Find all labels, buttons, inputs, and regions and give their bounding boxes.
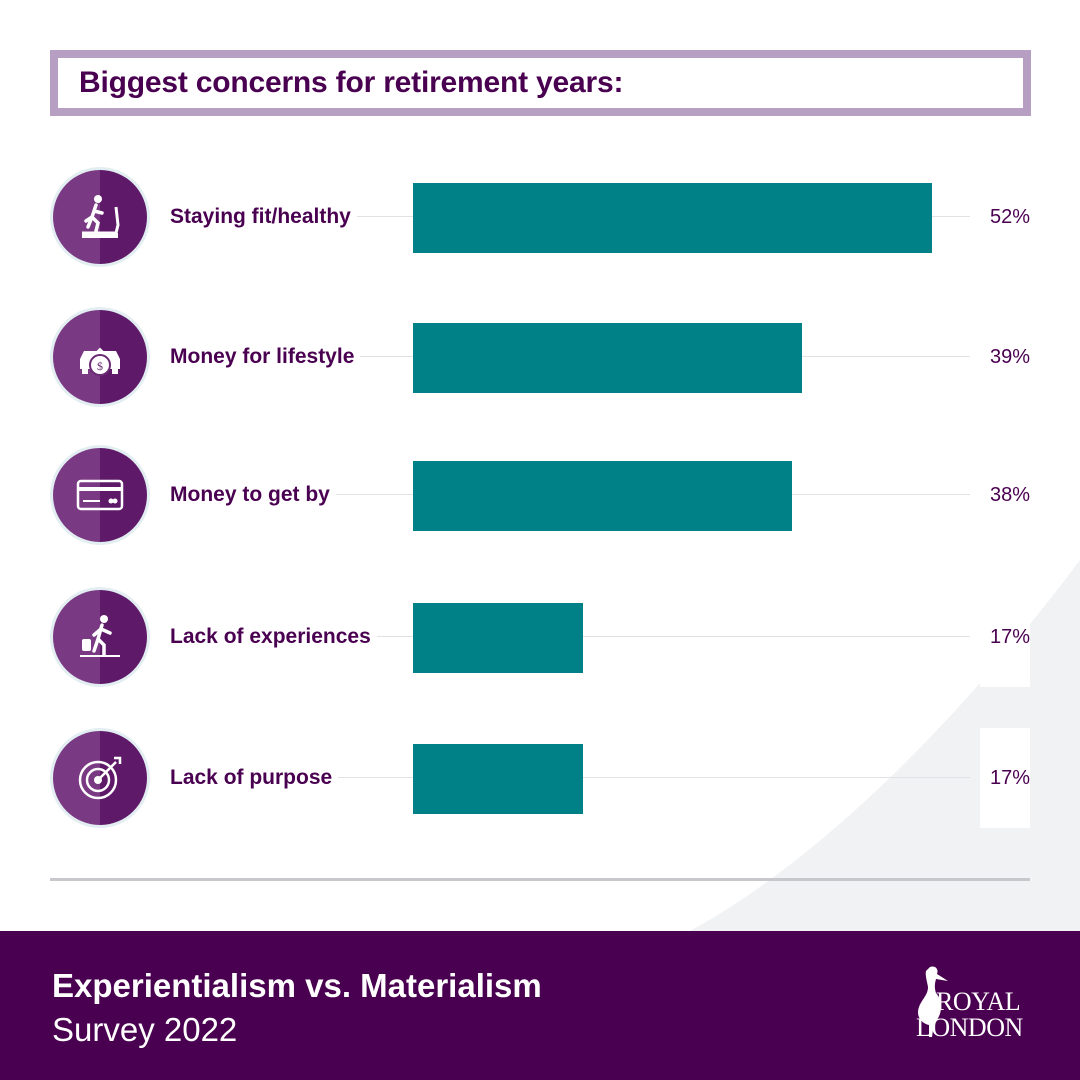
- target-arrow-icon: [53, 731, 147, 825]
- icon-badge: [50, 728, 150, 828]
- footer-title: Experientialism vs. Materialism: [52, 967, 542, 1004]
- icon-badge: $: [50, 307, 150, 407]
- logo-text-royal: ROYAL: [936, 987, 1021, 1016]
- chart-row: Staying fit/healthy 52%: [0, 167, 1080, 267]
- icon-badge: [50, 587, 150, 687]
- value-label: 39%: [979, 307, 1030, 407]
- icon-badge: [50, 167, 150, 267]
- treadmill-runner-icon: [53, 170, 147, 264]
- value-label: 52%: [979, 167, 1030, 267]
- value-label: 38%: [979, 445, 1030, 545]
- category-label: Money for lifestyle: [170, 307, 361, 407]
- value-label: 17%: [979, 728, 1030, 828]
- category-label: Lack of experiences: [170, 587, 377, 687]
- chart-title: Biggest concerns for retirement years:: [79, 66, 624, 99]
- category-label: Staying fit/healthy: [170, 167, 357, 267]
- category-label: Money to get by: [170, 445, 336, 545]
- chart-row: Lack of experiences 17%: [0, 587, 1080, 687]
- car-money-bag-icon: $: [53, 310, 147, 404]
- logo-text-london: LONDON: [916, 1013, 1023, 1042]
- bar: [413, 323, 803, 393]
- value-label: 17%: [979, 587, 1030, 687]
- title-box: Biggest concerns for retirement years:: [50, 50, 1031, 116]
- chart-row: Money to get by 38%: [0, 445, 1080, 545]
- footer-banner: Experientialism vs. Materialism Survey 2…: [0, 931, 1080, 1080]
- traveler-luggage-icon: [53, 590, 147, 684]
- chart-row: $ Money for lifestyle 39%: [0, 307, 1080, 407]
- category-label: Lack of purpose: [170, 728, 339, 828]
- bar: [413, 461, 793, 531]
- divider-line: [50, 878, 1030, 881]
- pelican-icon: [918, 966, 948, 1037]
- royal-london-logo: ROYAL LONDON: [912, 963, 1032, 1043]
- svg-text:$: $: [97, 359, 103, 373]
- bar: [413, 603, 583, 673]
- footer-subtitle: Survey 2022: [52, 1011, 238, 1048]
- credit-card-icon: [53, 448, 147, 542]
- bar: [413, 183, 932, 253]
- bar: [413, 744, 583, 814]
- chart-row: Lack of purpose 17%: [0, 728, 1080, 828]
- icon-badge: [50, 445, 150, 545]
